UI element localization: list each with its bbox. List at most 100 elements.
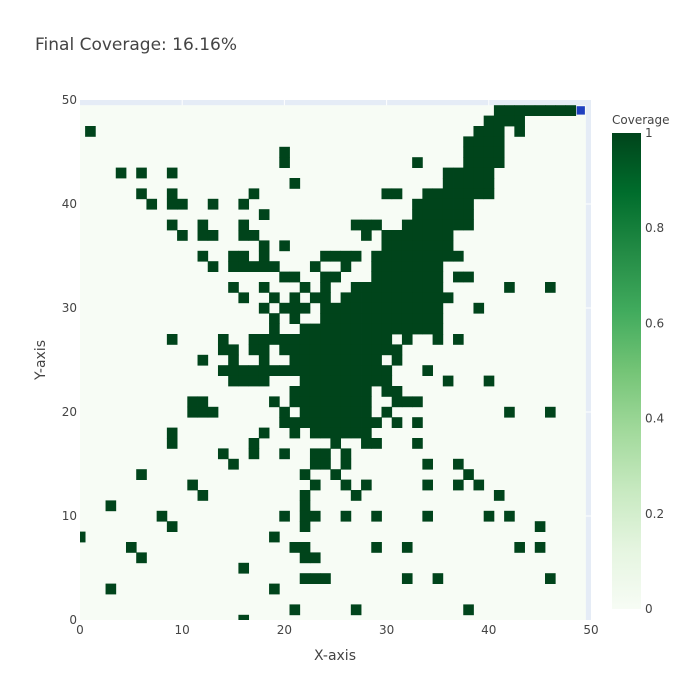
x-tick-label: 20 <box>277 623 292 637</box>
heatmap-cell <box>371 510 382 522</box>
heatmap-cell <box>279 334 290 345</box>
heatmap-cell <box>401 396 413 408</box>
heatmap-cell <box>371 292 382 304</box>
heatmap-cell <box>340 510 352 522</box>
heatmap-cell <box>279 448 290 460</box>
heatmap-cell <box>299 510 311 522</box>
heatmap-cell <box>320 427 331 439</box>
heatmap-cell <box>350 417 362 428</box>
heatmap-cell <box>432 188 444 200</box>
heatmap-cell <box>422 458 433 470</box>
heatmap-cell <box>340 396 352 408</box>
heatmap-cell <box>340 365 352 376</box>
heatmap-cell <box>361 438 372 449</box>
heatmap-cell <box>350 302 362 314</box>
heatmap-cell <box>299 521 311 532</box>
heatmap-cell <box>371 375 382 387</box>
heatmap-cell <box>330 406 342 418</box>
heatmap-cell <box>309 573 321 584</box>
heatmap-cell <box>279 406 290 418</box>
heatmap-cell <box>371 323 382 335</box>
heatmap-cell <box>473 157 485 168</box>
x-tick-label: 0 <box>76 623 84 637</box>
heatmap-cell <box>166 198 178 210</box>
heatmap-cell <box>136 167 147 179</box>
heatmap-cell <box>422 323 433 335</box>
heatmap-cell <box>269 583 280 595</box>
heatmap-cell <box>340 250 352 262</box>
heatmap-cell <box>289 396 301 408</box>
heatmap-cell <box>483 188 495 200</box>
heatmap-cell <box>299 365 311 376</box>
heatmap-cell <box>422 219 433 231</box>
x-tick-label: 50 <box>583 623 598 637</box>
heatmap-cell <box>248 438 260 449</box>
heatmap-cell <box>289 542 301 553</box>
heatmap-cell <box>412 323 423 335</box>
heatmap-cell <box>493 136 505 148</box>
heatmap-cell <box>524 105 536 116</box>
heatmap-cell <box>269 313 280 324</box>
heatmap-cell <box>453 219 464 231</box>
heatmap-cell <box>371 344 382 356</box>
x-tick-label: 30 <box>379 623 394 637</box>
heatmap-cell <box>299 282 311 293</box>
heatmap-cell <box>371 438 382 449</box>
heatmap-cell <box>391 386 403 397</box>
heatmap-cell <box>493 105 505 116</box>
heatmap-cell <box>279 365 290 376</box>
heatmap-cell <box>299 334 311 345</box>
heatmap-cell <box>136 469 147 480</box>
heatmap-cell <box>422 250 433 262</box>
heatmap-cell <box>309 458 321 470</box>
heatmap-cell <box>412 282 423 293</box>
heatmap-cell <box>289 178 301 189</box>
x-axis-title: X-axis <box>314 648 356 664</box>
heatmap-cell <box>514 542 525 553</box>
heatmap-cell <box>330 417 342 428</box>
heatmap-cell <box>504 406 515 418</box>
heatmap-cell <box>330 344 342 356</box>
heatmap-cell <box>299 500 311 512</box>
heatmap-cell <box>340 417 352 428</box>
heatmap-cell <box>442 375 454 387</box>
heatmap-cell <box>340 386 352 397</box>
heatmap-cells <box>80 105 586 620</box>
heatmap-cell <box>309 417 321 428</box>
heatmap-cell <box>350 386 362 397</box>
heatmap-cell <box>483 115 495 127</box>
heatmap-cell <box>258 375 270 387</box>
heatmap-cell <box>320 302 331 314</box>
heatmap-cell <box>299 344 311 356</box>
heatmap-cell <box>504 115 515 127</box>
heatmap-cell <box>309 386 321 397</box>
heatmap-cell <box>340 427 352 439</box>
heatmap-cell <box>483 126 495 137</box>
heatmap-cell <box>412 219 423 231</box>
heatmap-cell <box>238 261 250 272</box>
heatmap-cell <box>381 282 393 293</box>
heatmap-cell <box>381 334 393 345</box>
heatmap-cell <box>228 354 239 366</box>
heatmap-cell <box>177 198 188 210</box>
heatmap-cell <box>309 427 321 439</box>
heatmap-cell <box>217 365 229 376</box>
heatmap-cell <box>371 250 382 262</box>
y-tick-label: 20 <box>62 405 77 419</box>
heatmap-cell <box>299 573 311 584</box>
heatmap-cell <box>432 573 444 584</box>
heatmap-cell <box>422 282 433 293</box>
heatmap-cell <box>320 323 331 335</box>
heatmap-cell <box>299 354 311 366</box>
heatmap-cell <box>146 198 158 210</box>
heatmap-cell <box>401 250 413 262</box>
chart-title: Final Coverage: 16.16% <box>35 35 237 55</box>
heatmap-cell <box>493 490 505 501</box>
heatmap-cell <box>320 406 331 418</box>
heatmap-cell <box>289 313 301 324</box>
heatmap-cell <box>453 178 464 189</box>
heatmap-cell <box>442 292 454 304</box>
heatmap-cell <box>391 230 403 241</box>
colorbar-tick-label: 1 <box>645 126 653 140</box>
heatmap-cell <box>228 365 239 376</box>
